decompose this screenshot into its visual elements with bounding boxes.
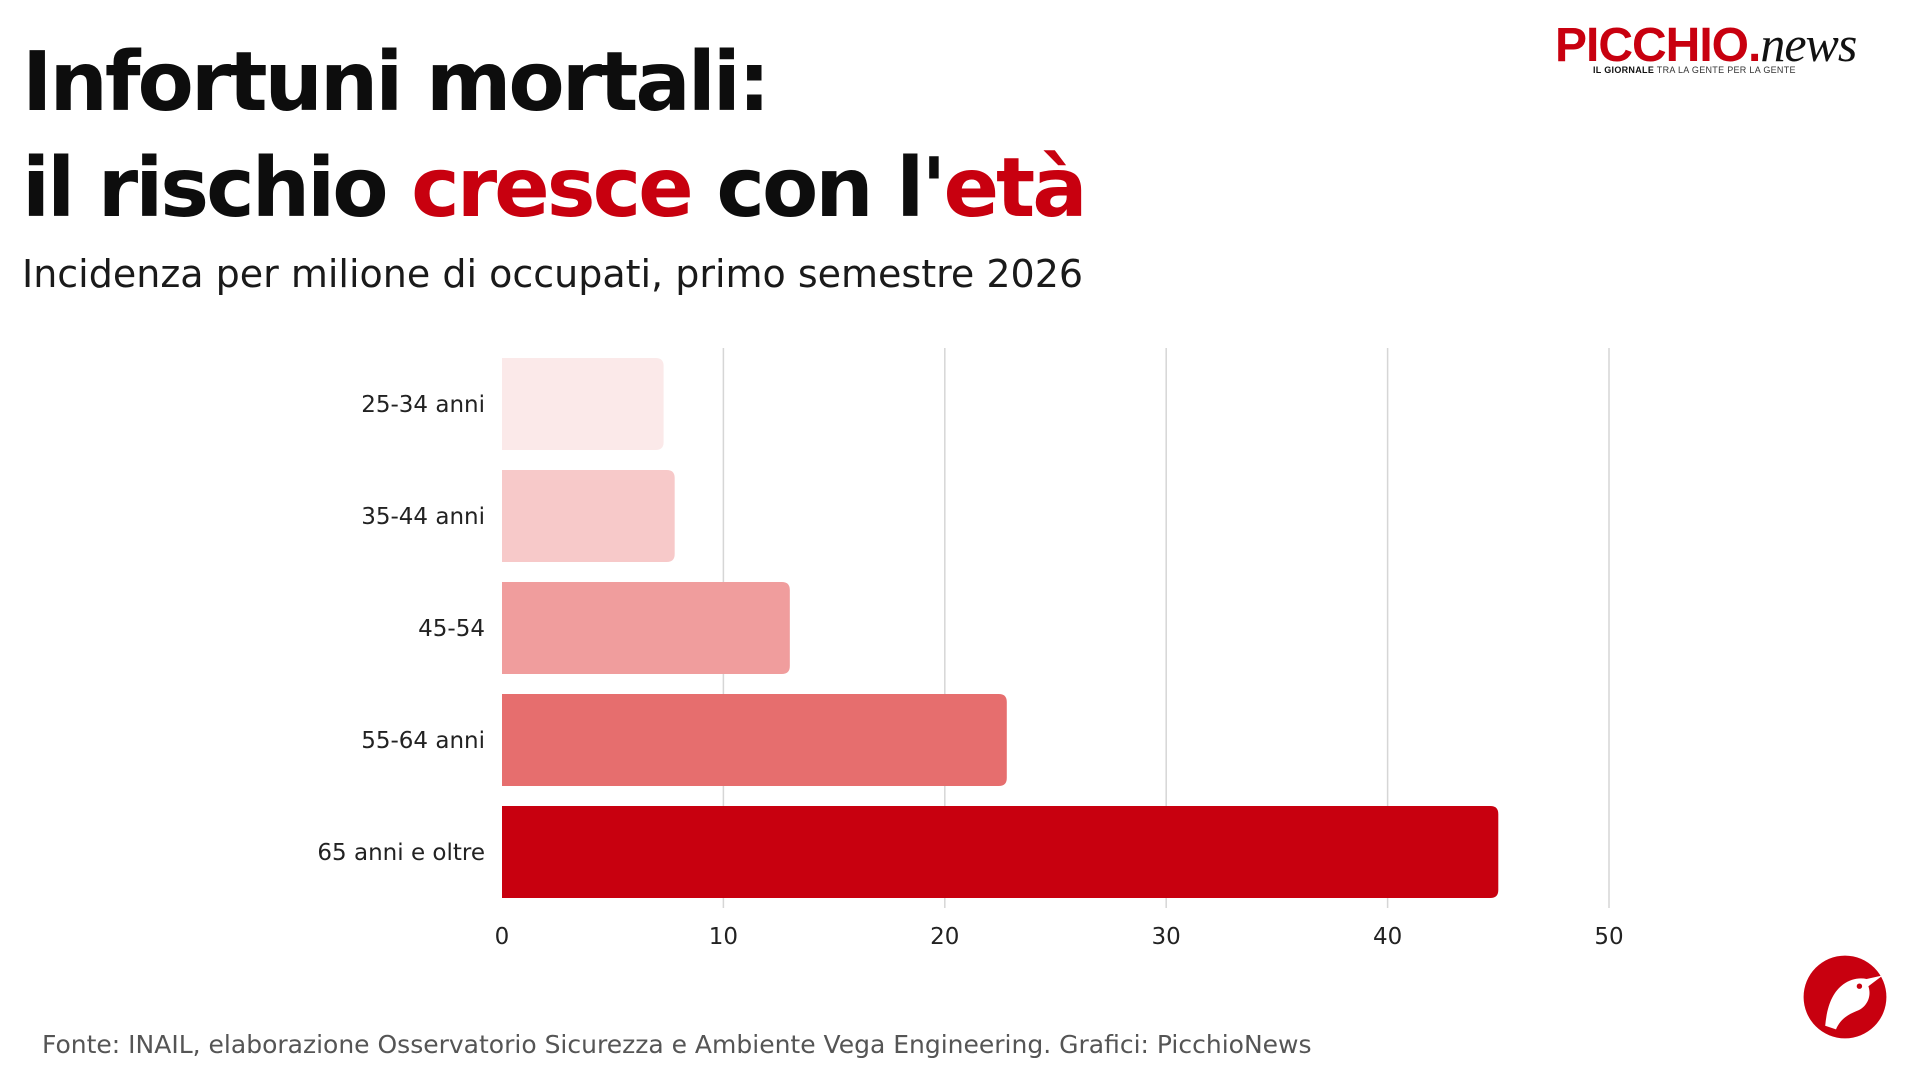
chart-title: Infortuni mortali: il rischio cresce con…	[22, 30, 1088, 242]
x-tick-label: 30	[1152, 924, 1181, 950]
y-category-label: 25-34 anni	[361, 392, 485, 418]
bar	[502, 358, 664, 450]
brand-tag-rest: TRA LA GENTE PER LA GENTE	[1654, 65, 1796, 75]
chart-subtitle: Incidenza per milione di occupati, primo…	[22, 252, 1084, 296]
x-tick-label: 0	[495, 924, 510, 950]
bar	[502, 470, 675, 562]
title-line-1: Infortuni mortali:	[22, 35, 771, 130]
bar	[502, 806, 1499, 898]
bar	[502, 694, 1007, 786]
woodpecker-logo-icon	[1803, 955, 1887, 1039]
brand-wordmark: PICCHIO.news	[1555, 16, 1857, 72]
y-category-label: 45-54	[418, 616, 485, 642]
y-category-label: 35-44 anni	[361, 504, 485, 530]
title-accent-eta: età	[943, 141, 1087, 236]
source-note: Fonte: INAIL, elaborazione Osservatorio …	[42, 1030, 1312, 1059]
bar	[502, 582, 790, 674]
title-accent-cresce: cresce	[411, 141, 694, 236]
brand-tag-bold: IL GIORNALE	[1593, 65, 1655, 75]
bar-chart: 0 10 20 30 40 50 25-34 anni 35-44 anni 45-54 55-6…	[317, 348, 1624, 950]
brand-name-main: PICCHIO.	[1555, 19, 1761, 72]
x-tick-label: 20	[930, 924, 959, 950]
brand-tagline: IL GIORNALE TRA LA GENTE PER LA GENTE	[1593, 65, 1796, 75]
y-category-label: 65 anni e oltre	[317, 840, 485, 866]
y-category-label: 55-64 anni	[361, 728, 485, 754]
title-line-2-part-1: il rischio	[22, 141, 412, 236]
x-tick-label: 50	[1594, 924, 1623, 950]
brand-name-suffix: news	[1760, 16, 1857, 72]
brand-logo[interactable]: PICCHIO.news IL GIORNALE TRA LA GENTE PE…	[1555, 18, 1900, 80]
x-tick-label: 40	[1373, 924, 1402, 950]
x-tick-label: 10	[709, 924, 738, 950]
title-line-2-part-2: con l'	[690, 141, 946, 236]
